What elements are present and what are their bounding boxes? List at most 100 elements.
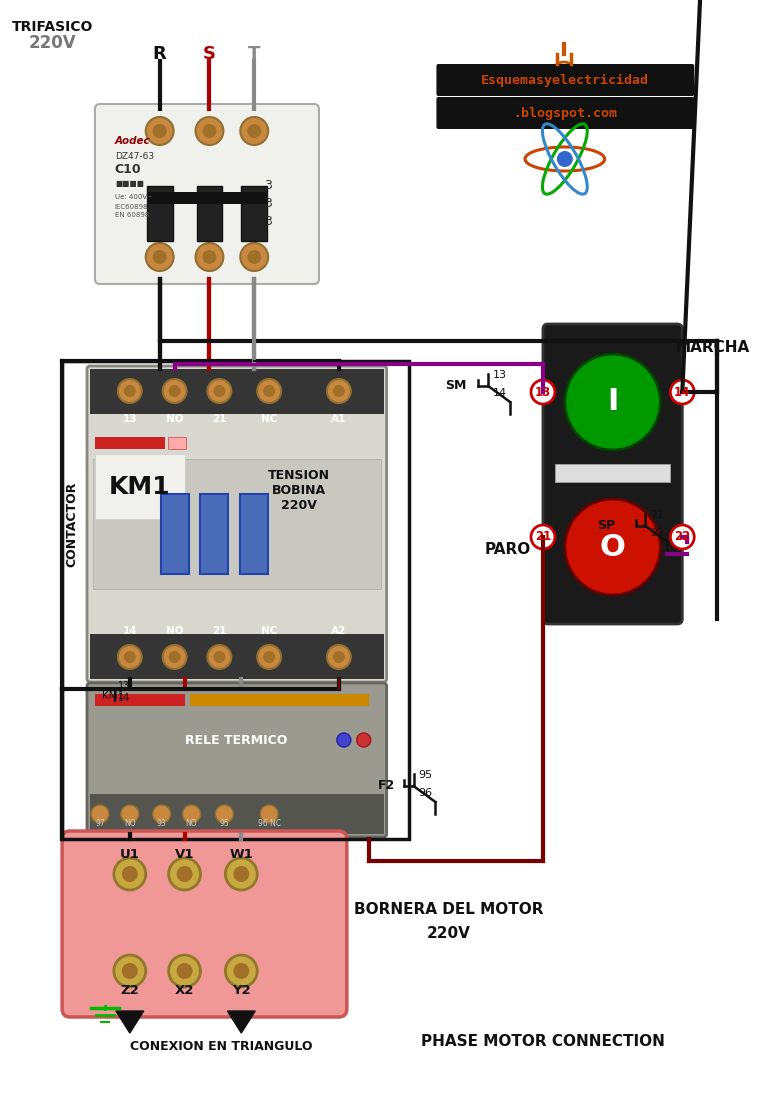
Text: NC: NC bbox=[261, 414, 277, 424]
FancyBboxPatch shape bbox=[62, 831, 347, 1017]
Circle shape bbox=[233, 963, 249, 979]
Text: 21: 21 bbox=[535, 530, 551, 543]
Text: CONEXION EN TRIANGULO: CONEXION EN TRIANGULO bbox=[130, 1040, 312, 1054]
Text: NO: NO bbox=[185, 820, 198, 828]
Text: 95: 95 bbox=[419, 770, 432, 780]
Text: NO: NO bbox=[166, 625, 183, 635]
FancyBboxPatch shape bbox=[95, 104, 319, 284]
Circle shape bbox=[214, 385, 226, 397]
Text: A2: A2 bbox=[331, 625, 347, 635]
Text: Y2: Y2 bbox=[232, 985, 251, 997]
Text: Aodec: Aodec bbox=[115, 136, 150, 146]
Circle shape bbox=[163, 645, 186, 669]
Text: 220V: 220V bbox=[28, 34, 76, 52]
Text: Z2: Z2 bbox=[120, 985, 139, 997]
Bar bbox=[95, 694, 185, 706]
Text: 13: 13 bbox=[118, 681, 130, 691]
Text: .blogspot.com: .blogspot.com bbox=[513, 106, 617, 120]
Text: Esquemasyelectricidad: Esquemasyelectricidad bbox=[481, 73, 649, 87]
Polygon shape bbox=[116, 1011, 144, 1032]
Circle shape bbox=[327, 645, 351, 669]
Text: 13: 13 bbox=[122, 414, 137, 424]
Circle shape bbox=[557, 151, 573, 167]
Circle shape bbox=[240, 243, 268, 271]
Circle shape bbox=[163, 379, 186, 403]
Text: 220V: 220V bbox=[281, 499, 317, 512]
Text: NO: NO bbox=[124, 820, 135, 828]
Text: S: S bbox=[203, 45, 216, 63]
Circle shape bbox=[118, 379, 142, 403]
Text: I: I bbox=[607, 387, 619, 417]
Text: 93: 93 bbox=[157, 820, 166, 828]
Text: 96: 96 bbox=[419, 788, 432, 798]
Text: 96 NC: 96 NC bbox=[258, 820, 280, 828]
Circle shape bbox=[214, 651, 226, 663]
Circle shape bbox=[118, 645, 142, 669]
Circle shape bbox=[263, 385, 275, 397]
Circle shape bbox=[202, 250, 217, 264]
Circle shape bbox=[146, 243, 173, 271]
Circle shape bbox=[670, 525, 694, 549]
Text: 21: 21 bbox=[651, 510, 664, 520]
Bar bbox=[62, 362, 409, 840]
Circle shape bbox=[202, 124, 217, 138]
Circle shape bbox=[263, 651, 275, 663]
Text: X2: X2 bbox=[175, 985, 195, 997]
Text: Ue: 400V~: Ue: 400V~ bbox=[115, 194, 153, 200]
Circle shape bbox=[333, 385, 345, 397]
Circle shape bbox=[153, 250, 166, 264]
Text: V1: V1 bbox=[175, 848, 195, 862]
Text: KM1: KM1 bbox=[102, 691, 124, 701]
Circle shape bbox=[182, 805, 201, 823]
Bar bbox=[189, 694, 369, 706]
Circle shape bbox=[176, 866, 192, 882]
Circle shape bbox=[121, 805, 139, 823]
Text: 14: 14 bbox=[493, 388, 507, 398]
Text: T: T bbox=[248, 45, 261, 63]
Circle shape bbox=[91, 805, 109, 823]
Text: BORNERA DEL MOTOR: BORNERA DEL MOTOR bbox=[353, 902, 543, 916]
Circle shape bbox=[169, 858, 201, 891]
Text: C10: C10 bbox=[115, 163, 141, 176]
Bar bbox=[555, 464, 670, 482]
Circle shape bbox=[146, 118, 173, 145]
Circle shape bbox=[565, 354, 660, 450]
Bar bbox=[201, 494, 228, 574]
Circle shape bbox=[257, 379, 281, 403]
Circle shape bbox=[207, 645, 231, 669]
Text: U1: U1 bbox=[120, 848, 140, 862]
Text: 97: 97 bbox=[95, 820, 105, 828]
Text: ■■■■: ■■■■ bbox=[115, 179, 144, 189]
Text: O: O bbox=[600, 532, 625, 561]
Circle shape bbox=[565, 499, 660, 596]
Text: IEC60898: IEC60898 bbox=[115, 204, 148, 210]
FancyBboxPatch shape bbox=[436, 64, 694, 96]
Bar bbox=[147, 186, 173, 241]
Circle shape bbox=[226, 955, 257, 987]
Circle shape bbox=[215, 805, 233, 823]
Circle shape bbox=[124, 385, 136, 397]
Circle shape bbox=[333, 651, 345, 663]
Bar bbox=[95, 437, 165, 449]
Circle shape bbox=[247, 124, 261, 138]
Bar bbox=[240, 494, 268, 574]
Polygon shape bbox=[227, 1011, 255, 1032]
Circle shape bbox=[169, 385, 181, 397]
Text: NC: NC bbox=[261, 625, 277, 635]
Text: SM: SM bbox=[445, 379, 467, 391]
Text: SP: SP bbox=[597, 519, 616, 532]
FancyBboxPatch shape bbox=[87, 683, 387, 837]
Text: DZ47-63: DZ47-63 bbox=[115, 152, 154, 161]
Bar bbox=[242, 186, 268, 241]
Text: BOBINA: BOBINA bbox=[272, 484, 326, 497]
Text: 3
3
3: 3 3 3 bbox=[264, 179, 272, 228]
Text: A1: A1 bbox=[331, 414, 347, 424]
Circle shape bbox=[114, 955, 146, 987]
Text: KM1: KM1 bbox=[109, 475, 170, 499]
FancyBboxPatch shape bbox=[436, 96, 694, 129]
Circle shape bbox=[114, 858, 146, 891]
Circle shape bbox=[260, 805, 278, 823]
Text: PHASE MOTOR CONNECTION: PHASE MOTOR CONNECTION bbox=[421, 1034, 665, 1048]
Bar bbox=[160, 494, 188, 574]
Text: EN 60898: EN 60898 bbox=[115, 212, 149, 218]
